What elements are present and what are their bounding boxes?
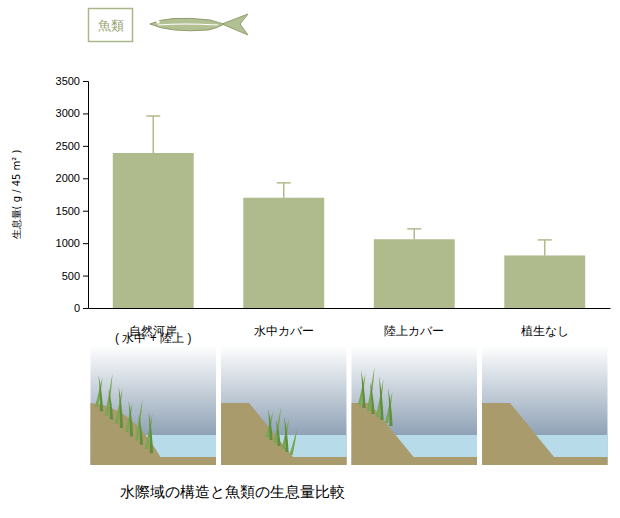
grass: [139, 415, 144, 445]
error-bar-stem: [153, 116, 155, 153]
grass: [99, 375, 104, 411]
error-bar-stem: [544, 240, 546, 256]
error-bar: [146, 116, 160, 153]
grass: [276, 420, 281, 446]
y-tick-label: 3000: [56, 107, 80, 119]
grass: [149, 411, 154, 453]
y-tick-mark: [83, 113, 88, 114]
error-bar-cap: [407, 228, 421, 230]
y-axis-line: [83, 82, 89, 309]
fish-icon: [150, 14, 248, 35]
y-tick-mark: [83, 276, 88, 277]
y-tick: 1000: [56, 237, 88, 249]
y-tick-label: 500: [62, 270, 80, 282]
x-tick: 陸上カバー: [384, 324, 444, 338]
x-tick-label: 水中カバー: [254, 324, 314, 338]
grass: [379, 376, 384, 420]
x-tick-label: 植生なし: [521, 324, 569, 338]
plot-area: [113, 116, 585, 308]
subtitle-box: [89, 9, 133, 42]
bank-illustration: [221, 345, 347, 465]
sky: [352, 345, 478, 465]
fish-body: [150, 18, 224, 31]
error-bar-cap: [538, 239, 552, 241]
header: 魚類: [89, 9, 249, 42]
x-tick: 水中カバー: [254, 324, 314, 338]
title: 水際域の構造と魚類の生息量比較: [120, 483, 345, 501]
y-tick: 2500: [56, 140, 88, 152]
bank: [91, 403, 217, 465]
bank: [352, 403, 478, 465]
x-tick: 自然河岸( 水中 + 陸上 ): [115, 324, 191, 345]
sky: [91, 345, 217, 465]
error-bar: [407, 229, 421, 239]
y-tick: 3500: [56, 75, 88, 87]
grass: [284, 416, 289, 452]
y-tick-mark: [83, 243, 88, 244]
x-tick-label: 自然河岸( 水中 + 陸上 ): [115, 324, 191, 345]
sky: [221, 345, 347, 465]
y-tick: 1500: [56, 205, 88, 217]
fish-stripe: [158, 24, 218, 25]
grass: [361, 370, 366, 408]
y-tick-label: 3500: [56, 75, 80, 87]
error-bar-stem: [414, 229, 416, 239]
grass: [119, 386, 124, 428]
y-tick: 500: [62, 270, 88, 282]
x-tick: 植生なし: [521, 324, 569, 338]
y-tick-label: 0: [74, 302, 80, 314]
y-tick-label: 1500: [56, 205, 80, 217]
grass: [289, 429, 297, 455]
subtitle: 魚類: [98, 18, 124, 33]
y-tick-mark: [83, 178, 88, 179]
y-tick: 3000: [56, 107, 88, 119]
x-axis-line: [89, 308, 611, 309]
y-axis-title: 生息量( g / 45 m² ): [11, 149, 22, 239]
x-axis: 自然河岸( 水中 + 陸上 ) 水中カバー 陸上カバー 植生なし: [89, 309, 611, 346]
y-axis: 0 500 1000 1500 2000 2500 3000 3500: [56, 75, 89, 314]
grass: [388, 388, 393, 426]
error-bar-cap: [146, 115, 160, 117]
sky: [482, 345, 608, 465]
error-bar-stem: [283, 183, 285, 198]
grass: [370, 382, 375, 414]
y-tick-mark: [83, 146, 88, 147]
bar: [504, 255, 585, 308]
bar: [113, 153, 194, 308]
grass: [129, 400, 134, 436]
y-tick-label: 1000: [56, 237, 80, 249]
y-tick-mark: [83, 81, 88, 82]
y-tick: 0: [74, 302, 88, 314]
bank: [221, 403, 347, 465]
error-bar: [277, 183, 291, 198]
y-tick-label: 2500: [56, 140, 80, 152]
bank: [482, 403, 608, 465]
y-tick-mark: [83, 211, 88, 212]
error-bar-cap: [277, 182, 291, 184]
bank-illustration: [91, 345, 217, 465]
chart: 魚類 0 500 1000 1500 2000 2500 3000 3500 生息量( g / 4…: [0, 0, 620, 518]
bank-illustration: [352, 345, 478, 465]
x-tick-label: 陸上カバー: [384, 324, 444, 338]
fish-tail: [222, 14, 248, 35]
bar: [374, 239, 455, 308]
bank-illustration: [482, 345, 608, 465]
grass: [268, 409, 273, 440]
grass: [109, 390, 114, 420]
bar: [243, 198, 324, 308]
fish-eye: [156, 20, 160, 24]
y-tick: 2000: [56, 172, 88, 184]
y-tick-label: 2000: [56, 172, 80, 184]
y-tick-mark: [83, 308, 88, 309]
error-bar: [538, 240, 552, 256]
